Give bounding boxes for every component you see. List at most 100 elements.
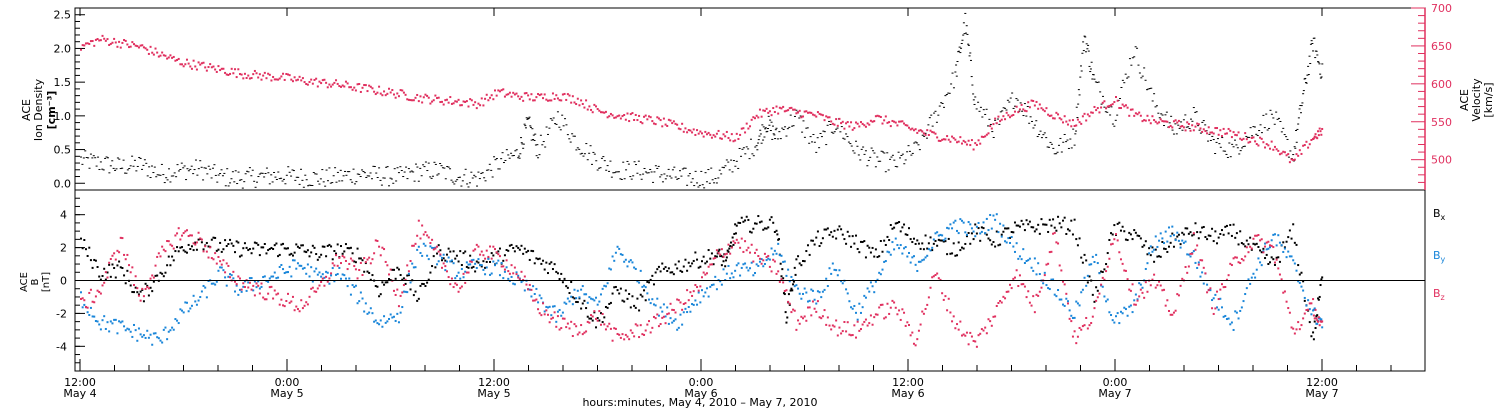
bz-point [657,325,660,328]
bz-point [1027,290,1030,293]
ion-density-point [803,136,806,138]
ion-density-point [1304,77,1307,79]
by-point [1153,248,1156,251]
by-point [1023,262,1026,265]
ion-density-point [173,172,176,174]
ion-density-point [1085,43,1088,45]
bz-point [1191,252,1194,255]
bz-point [263,298,266,301]
by-point [154,332,157,335]
bz-point [489,245,492,248]
velocity-point [1230,136,1233,139]
bx-point [429,271,432,274]
by-point [732,276,735,279]
bx-point [568,292,571,295]
velocity-point [363,84,366,87]
by-point [199,296,202,299]
bx-point [595,326,598,329]
velocity-point [1105,107,1108,110]
velocity-point [581,102,584,105]
by-point [634,267,637,270]
ion-density-point [98,169,101,171]
ion-density-point [457,176,460,178]
velocity-point [174,59,177,62]
bx-point [467,266,470,269]
bz-point [313,290,316,293]
bx-point [818,244,821,247]
by-point [204,286,207,289]
ion-density-point [571,133,574,135]
ion-density-point [1144,79,1147,81]
by-point [96,320,99,323]
ion-density-point [149,177,152,179]
bx-point [333,250,336,253]
ion-density-point [1163,125,1166,127]
velocity-point [1047,113,1050,116]
bx-point [619,287,622,290]
ion-density-point [1084,51,1087,53]
bx-point [744,219,747,222]
ion-density-point [451,181,454,183]
velocity-point [192,59,195,62]
ion-density-point [82,157,85,159]
velocity-point [1207,126,1210,129]
velocity-point [1086,113,1089,116]
velocity-point [871,120,874,123]
velocity-point [243,72,246,75]
by-point [841,282,844,285]
ion-density-point [1093,78,1096,80]
bz-point [551,316,554,319]
velocity-point [374,93,377,96]
bx-point [1128,231,1131,234]
bx-point [240,254,243,257]
ion-density-point [1204,124,1207,126]
by-point [1240,306,1243,309]
bx-point [1319,284,1322,287]
bx-point [939,239,942,242]
by-point [742,263,745,266]
ion-density-point [575,149,578,151]
by-point [749,267,752,270]
bz-point [1317,316,1320,319]
bz-point [1136,299,1139,302]
bz-point [960,334,963,337]
velocity-point [999,120,1002,123]
ion-density-point [95,165,98,167]
velocity-point [1202,128,1205,131]
ion-density-point [186,168,189,170]
bz-point [1298,328,1301,331]
ion-density-point [241,187,244,189]
velocity-point [500,89,503,92]
bx-point [1318,295,1321,298]
velocity-point [1220,135,1223,138]
ion-density-point [422,164,425,166]
ion-density-point [386,166,389,168]
ion-density-point [548,127,551,129]
velocity-point [944,138,947,141]
by-point [802,292,805,295]
ion-density-point [170,175,173,177]
bz-point [363,257,366,260]
bx-point [633,304,636,307]
bz-point [609,327,612,330]
ion-density-point [1293,146,1296,148]
by-point [1010,235,1013,238]
by-point [750,261,753,264]
by-point [853,304,856,307]
by-point [1093,260,1096,263]
velocity-point [205,69,208,72]
bx-point [856,247,859,250]
bz-point [851,334,854,337]
velocity-point [1300,152,1303,155]
bx-point [396,266,399,269]
velocity-point [747,127,750,130]
velocity-point [1085,119,1088,122]
by-point [599,293,602,296]
velocity-point [321,79,324,82]
ion-density-point [561,114,564,116]
ion-density-point [260,172,263,174]
ion-density-point [1245,135,1248,137]
velocity-point [956,141,959,144]
velocity-point [805,110,808,113]
bz-point [624,333,627,336]
